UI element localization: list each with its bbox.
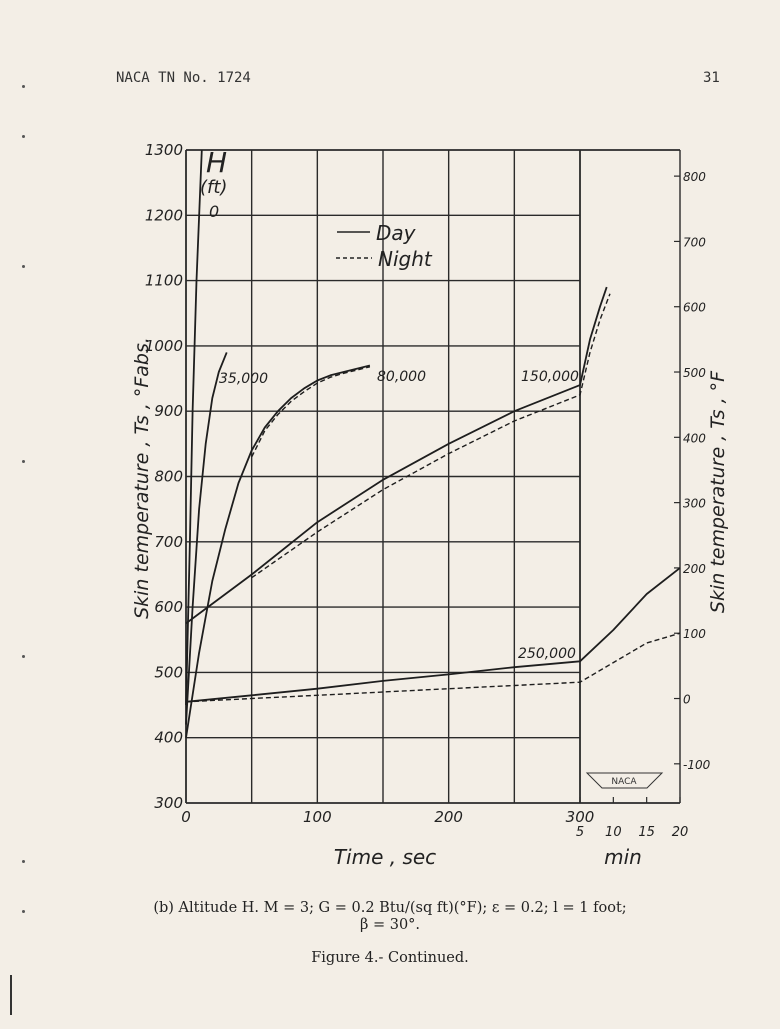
y-tick-label-right: 0 (683, 693, 691, 707)
margin-dot (22, 460, 25, 463)
naca-stamp: NACA (585, 772, 664, 789)
x-tick-label-sec: 100 (303, 808, 332, 826)
skin-temperature-chart: 3004005006007008009001000110012001300-10… (131, 141, 729, 869)
naca-stamp-text: NACA (611, 777, 637, 787)
margin-dot (22, 910, 25, 913)
series-label-35000: 35,000 (219, 371, 268, 387)
param-label-main: H (206, 146, 227, 179)
binding-mark (10, 975, 12, 1015)
x-tick-label-sec: 200 (434, 808, 463, 826)
x-tick-label-min: 10 (605, 825, 622, 840)
series-line-150000-night (251, 293, 611, 579)
y-tick-label-left: 1300 (145, 141, 183, 159)
margin-dot (22, 265, 25, 268)
x-axis-min-title: min (604, 845, 642, 869)
y-tick-label-left: 300 (154, 794, 183, 812)
series-line-150000-day (185, 286, 608, 625)
y-tick-label-left: 1200 (145, 206, 183, 224)
legend-day-label: Day (376, 221, 417, 245)
y-tick-label-left: 800 (154, 468, 183, 486)
series-line-0-day (185, 149, 203, 706)
series-label-250000: 250,000 (518, 646, 576, 662)
x-tick-label-sec: 300 (566, 808, 595, 826)
y-axis-right-title: Skin temperature , Ts , °F (707, 370, 729, 613)
y-tick-label-right: 200 (683, 562, 706, 576)
margin-dot (22, 860, 25, 863)
series-label-80000: 80,000 (377, 369, 426, 385)
y-tick-label-left: 500 (154, 663, 183, 681)
y-tick-label-right: -100 (683, 758, 711, 772)
y-tick-label-left: 400 (154, 729, 183, 747)
chart-series (185, 149, 681, 738)
x-tick-label-min: 5 (576, 825, 584, 840)
legend-night-label: Night (378, 247, 433, 271)
margin-dot (22, 135, 25, 138)
x-tick-label-min: 15 (638, 825, 655, 840)
y-tick-label-left: 1100 (145, 272, 183, 290)
chart-grid (185, 149, 681, 804)
y-tick-label-right: 500 (683, 366, 706, 380)
y-tick-label-left: 600 (154, 598, 183, 616)
y-tick-label-right: 100 (683, 627, 706, 641)
page-number: 31 (703, 70, 720, 86)
x-axis-title: Time , sec (334, 845, 436, 869)
series-line-80000-night (251, 366, 371, 458)
series-line-35000-day (185, 352, 228, 725)
series-line-80000-day (185, 364, 371, 738)
document-id: NACA TN No. 1724 (116, 70, 251, 86)
y-tick-label-left: 1000 (145, 337, 183, 355)
y-tick-label-left: 900 (154, 402, 183, 420)
series-label-0: 0 (209, 202, 219, 221)
y-tick-label-right: 700 (683, 235, 706, 249)
figure-caption: Figure 4.- Continued. (311, 950, 469, 966)
y-axis-left-title: Skin temperature , Ts , °Fabs. (131, 337, 153, 619)
x-tick-label-sec: 0 (181, 808, 191, 826)
y-tick-label-right: 400 (683, 431, 706, 445)
y-tick-label-right: 300 (683, 497, 706, 511)
param-label-unit: (ft) (200, 177, 227, 198)
margin-dot (22, 655, 25, 658)
chart-legend: Day Night (336, 221, 433, 271)
caption-line-1: (b) Altitude H. M = 3; G = 0.2 Btu/(sq f… (153, 900, 627, 916)
y-tick-label-right: 800 (683, 170, 706, 184)
series-line-250000-night (185, 632, 681, 703)
margin-dot (22, 85, 25, 88)
series-line-250000-day (185, 567, 681, 703)
caption-line-2: β = 30°. (359, 917, 421, 933)
series-label-150000: 150,000 (521, 369, 579, 385)
y-tick-label-left: 700 (154, 533, 183, 551)
x-tick-label-min: 20 (672, 825, 689, 840)
y-tick-label-right: 600 (683, 301, 706, 315)
chart-ticks: 3004005006007008009001000110012001300-10… (145, 141, 711, 840)
